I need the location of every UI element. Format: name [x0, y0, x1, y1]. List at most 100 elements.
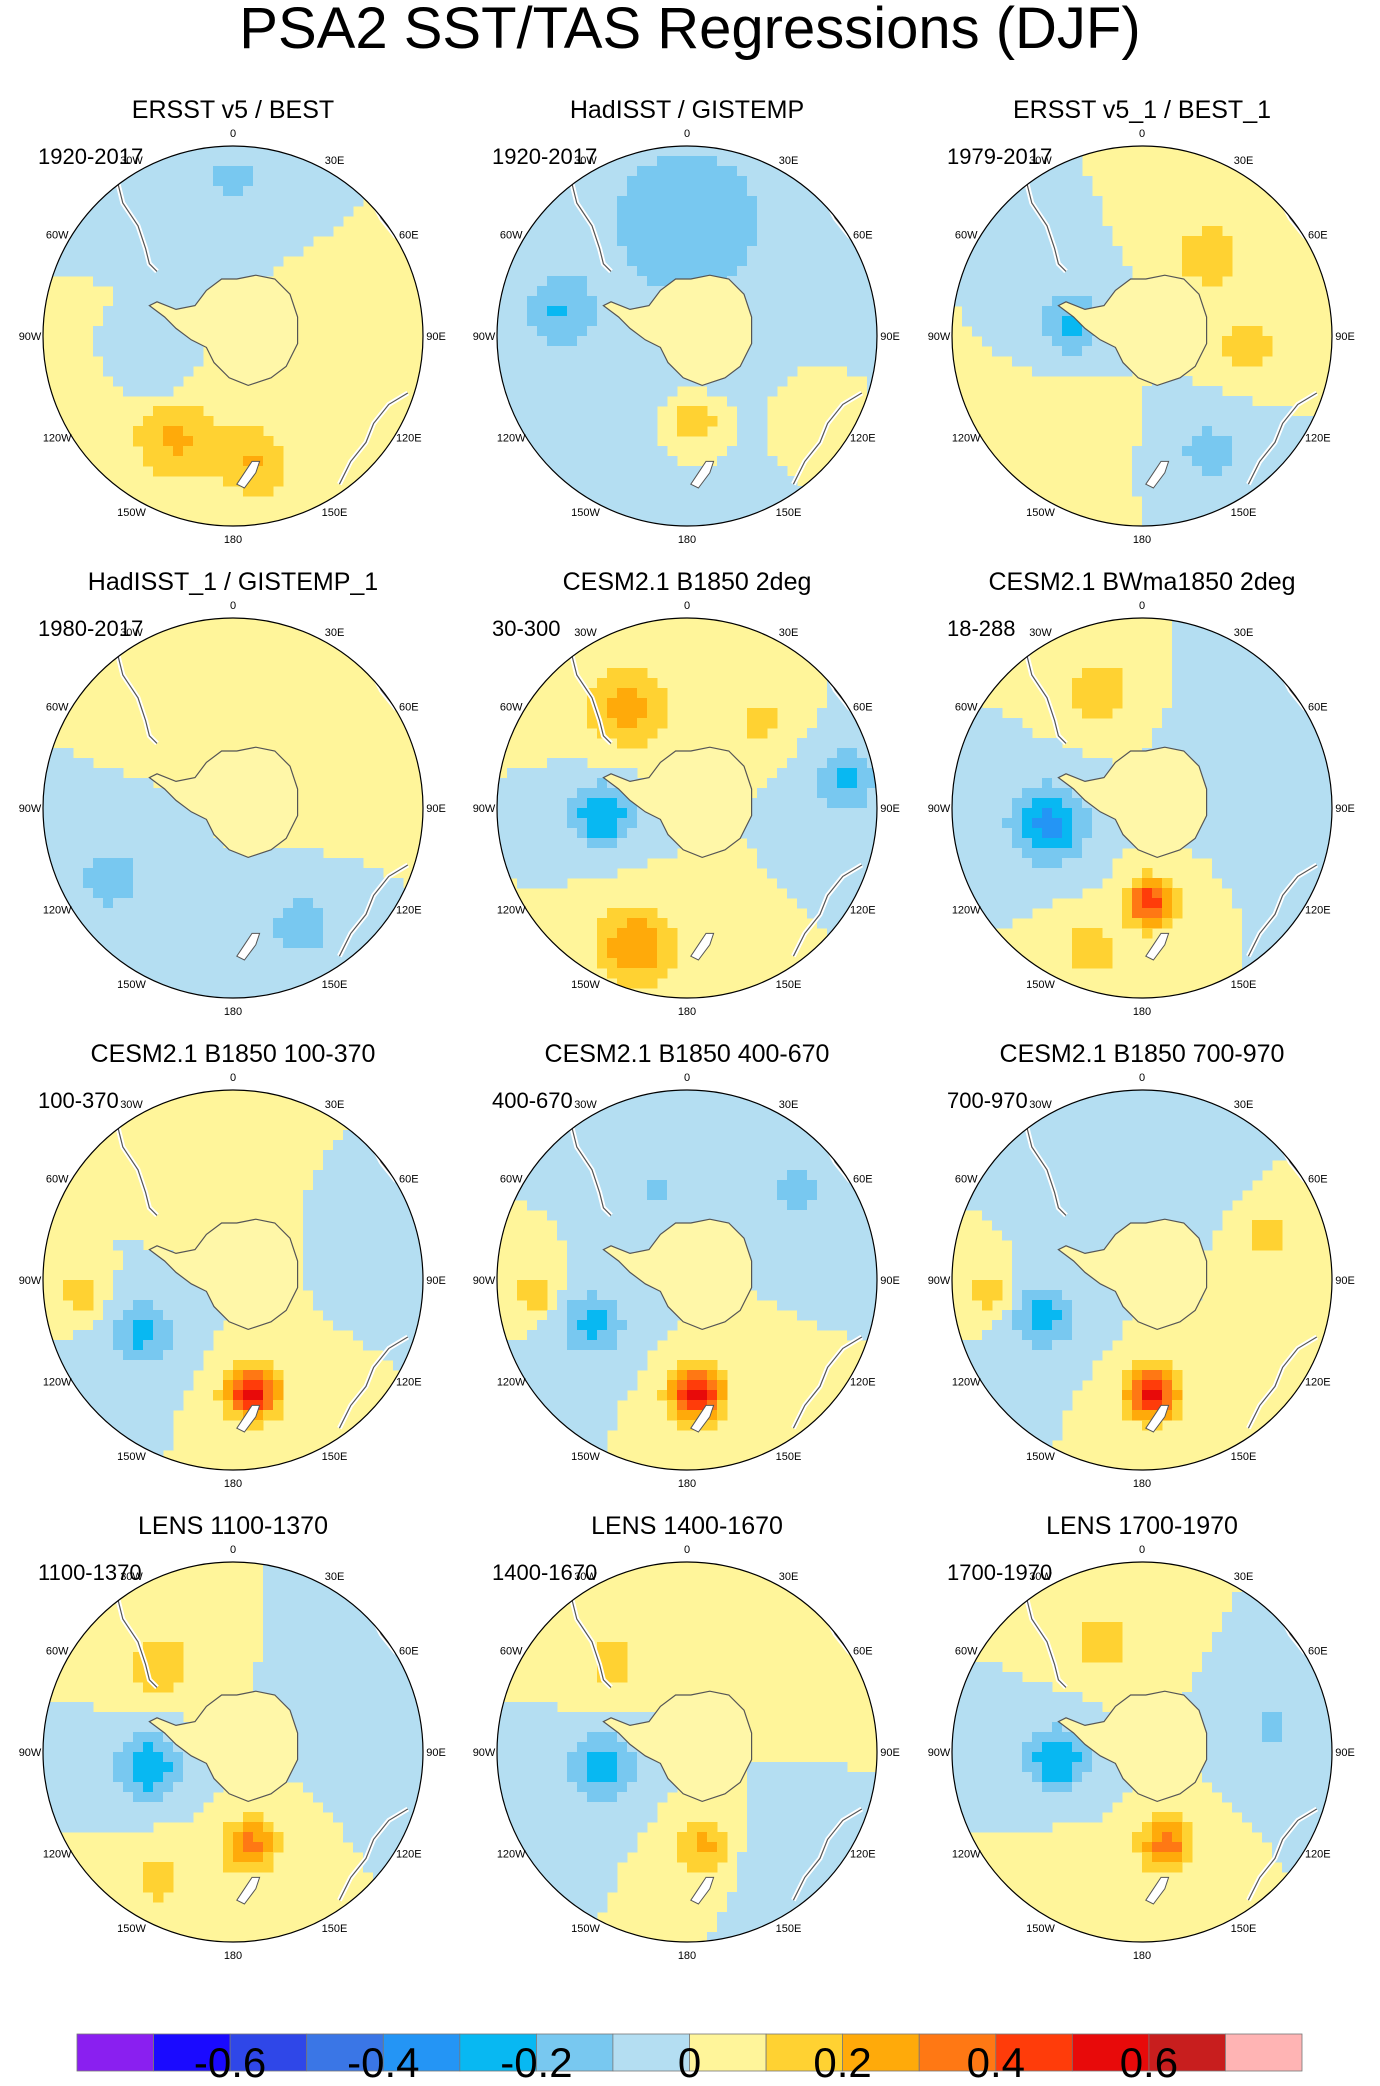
new-zealand-coastline: [1145, 1876, 1170, 1905]
longitude-label: 60E: [853, 1646, 873, 1658]
colorbar-swatch: [765, 2033, 844, 2072]
longitude-label: 150W: [571, 979, 600, 991]
longitude-label: 60W: [46, 1174, 69, 1186]
longitude-label: 180: [224, 1950, 242, 1962]
longitude-label: 180: [1133, 1006, 1151, 1018]
longitude-label: 120E: [1305, 1849, 1331, 1861]
longitude-label: 120E: [396, 905, 422, 917]
longitude-label: 150W: [1026, 1451, 1055, 1463]
colorbar-swatch: [382, 2033, 461, 2072]
longitude-label: 90W: [928, 1275, 951, 1287]
longitude-label: 120W: [497, 1849, 526, 1861]
continent-coastline: [1247, 1808, 1318, 1901]
panel-years: 1400-1670: [492, 1560, 597, 1585]
longitude-label: 180: [678, 1006, 696, 1018]
longitude-label: 120W: [952, 905, 981, 917]
longitude-label: 150E: [776, 1451, 802, 1463]
longitude-label: 0: [1139, 1544, 1145, 1556]
longitude-label: 150E: [776, 979, 802, 991]
map-boundary: [496, 145, 878, 527]
longitude-label: 180: [224, 534, 242, 546]
map-panel: LENS 1100-1370 0 30E 60E 90E 120E 150E 180 150W 1…: [19, 1512, 446, 1962]
longitude-label: 120W: [43, 905, 72, 917]
longitude-label: 60E: [399, 1174, 419, 1186]
continent-coastline: [568, 644, 612, 744]
new-zealand-coastline: [1145, 1404, 1170, 1433]
map-boundary: [496, 1561, 878, 1943]
map-boundary: [951, 617, 1333, 999]
panel-title: CESM2.1 B1850 400-670: [545, 1040, 830, 1068]
continent-coastline: [338, 864, 409, 957]
antarctica-coastline: [602, 1218, 753, 1331]
map-panel: CESM2.1 BWma1850 2deg 0 30E 60E 90E 120E 150E 1…: [928, 568, 1355, 1018]
continent-coastline: [338, 1336, 409, 1429]
longitude-label: 30E: [325, 1571, 345, 1583]
longitude-label: 60E: [853, 702, 873, 714]
map-panel: HadISST_1 / GISTEMP_1 0 30E 60E 90E 120E 150E 1…: [19, 568, 446, 1018]
antarctica-coastline: [602, 274, 753, 387]
longitude-label: 30W: [120, 627, 143, 639]
longitude-label: 30W: [120, 1099, 143, 1111]
longitude-label: 30W: [1029, 155, 1052, 167]
longitude-label: 30W: [120, 1571, 143, 1583]
longitude-label: 60E: [1308, 702, 1328, 714]
new-zealand-coastline: [1145, 932, 1170, 961]
antarctica-coastline: [1057, 1218, 1208, 1331]
longitude-label: 0: [684, 600, 690, 612]
longitude-label: 60W: [46, 230, 69, 242]
colorbar-tick-label: 0.6: [1120, 2039, 1178, 2086]
longitude-label: 60W: [955, 1646, 978, 1658]
panel-title: CESM2.1 B1850 2deg: [563, 568, 812, 596]
continent-coastline: [114, 1116, 158, 1216]
longitude-label: 60W: [500, 1646, 523, 1658]
new-zealand-coastline: [236, 1876, 261, 1905]
longitude-label: 120W: [497, 433, 526, 445]
longitude-label: 90W: [473, 1275, 496, 1287]
regression-field: [497, 1562, 877, 1942]
longitude-label: 0: [684, 1544, 690, 1556]
continent-coastline: [338, 392, 409, 485]
continent-coastline: [568, 1588, 612, 1688]
continent-coastline: [1247, 392, 1318, 485]
longitude-label: 180: [678, 534, 696, 546]
panel-years: 1700-1970: [947, 1560, 1052, 1585]
panel-years: 100-370: [38, 1088, 119, 1113]
longitude-label: 150E: [322, 507, 348, 519]
longitude-label: 120E: [1305, 905, 1331, 917]
longitude-label: 30E: [779, 1571, 799, 1583]
continent-coastline: [1023, 644, 1067, 744]
longitude-label: 180: [1133, 534, 1151, 546]
continent-coastline: [338, 1808, 409, 1901]
continent-coastline: [114, 172, 158, 272]
map-boundary: [496, 1089, 878, 1471]
longitude-label: 0: [684, 128, 690, 140]
colorbar-swatch: [536, 2033, 614, 2072]
panel-years: 18-288: [947, 616, 1016, 641]
colorbar-swatch: [918, 2033, 997, 2072]
longitude-label: 150E: [1231, 507, 1257, 519]
longitude-label: 30E: [1234, 1571, 1254, 1583]
longitude-label: 60E: [1308, 1646, 1328, 1658]
colorbar-tick-label: -0.4: [347, 2039, 419, 2086]
longitude-label: 120E: [396, 433, 422, 445]
longitude-label: 150W: [571, 1923, 600, 1935]
colorbar-tick-label: 0: [678, 2039, 701, 2086]
continent-coastline: [1023, 1588, 1067, 1688]
map-panel: ERSST v5 / BEST 0 30E 60E 90E 120E 150E 180 150W…: [19, 96, 446, 546]
new-zealand-coastline: [690, 460, 715, 489]
new-zealand-coastline: [690, 1876, 715, 1905]
panel-years: 1980-2017: [38, 616, 143, 641]
panel-years: 30-300: [492, 616, 561, 641]
colorbar-tick-label: 0.2: [813, 2039, 871, 2086]
map-panel: LENS 1700-1970 0 30E 60E 90E 120E 150E 180 150W 1…: [928, 1512, 1355, 1962]
regression-field: [952, 1090, 1332, 1470]
longitude-label: 120E: [850, 1377, 876, 1389]
longitude-label: 30W: [574, 1571, 597, 1583]
map-boundary: [951, 1089, 1333, 1471]
longitude-label: 30W: [574, 627, 597, 639]
longitude-label: 60W: [500, 702, 523, 714]
panel-title: LENS 1100-1370: [138, 1512, 328, 1540]
longitude-label: 120W: [43, 1849, 72, 1861]
longitude-label: 30E: [779, 627, 799, 639]
